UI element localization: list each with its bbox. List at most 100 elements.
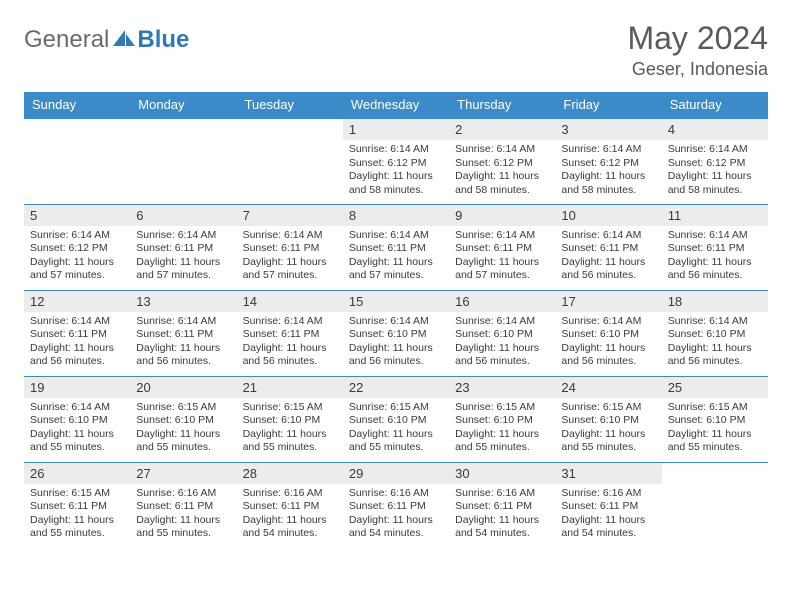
day-number: 2 <box>449 119 555 140</box>
week-row: 5Sunrise: 6:14 AMSunset: 6:12 PMDaylight… <box>24 204 768 290</box>
day-info: Sunrise: 6:15 AMSunset: 6:10 PMDaylight:… <box>555 398 661 460</box>
day-info: Sunrise: 6:14 AMSunset: 6:12 PMDaylight:… <box>662 140 768 202</box>
day-number: 20 <box>130 377 236 398</box>
day-header: Tuesday <box>237 92 343 118</box>
day-cell: 13Sunrise: 6:14 AMSunset: 6:11 PMDayligh… <box>130 290 236 376</box>
day-cell: 14Sunrise: 6:14 AMSunset: 6:11 PMDayligh… <box>237 290 343 376</box>
day-cell: 19Sunrise: 6:14 AMSunset: 6:10 PMDayligh… <box>24 376 130 462</box>
day-number: 24 <box>555 377 661 398</box>
day-number: 25 <box>662 377 768 398</box>
day-info: Sunrise: 6:14 AMSunset: 6:12 PMDaylight:… <box>449 140 555 202</box>
day-number: 28 <box>237 463 343 484</box>
day-info: Sunrise: 6:14 AMSunset: 6:11 PMDaylight:… <box>237 312 343 374</box>
header: General Blue May 2024 Geser, Indonesia <box>24 20 768 80</box>
day-number: 5 <box>24 205 130 226</box>
day-number: 29 <box>343 463 449 484</box>
day-number: 14 <box>237 291 343 312</box>
day-number: 31 <box>555 463 661 484</box>
logo-sail-icon <box>113 28 135 53</box>
day-info: Sunrise: 6:14 AMSunset: 6:11 PMDaylight:… <box>662 226 768 288</box>
day-info: Sunrise: 6:15 AMSunset: 6:10 PMDaylight:… <box>237 398 343 460</box>
day-cell: 29Sunrise: 6:16 AMSunset: 6:11 PMDayligh… <box>343 462 449 548</box>
day-cell: 3Sunrise: 6:14 AMSunset: 6:12 PMDaylight… <box>555 118 661 204</box>
day-cell: 6Sunrise: 6:14 AMSunset: 6:11 PMDaylight… <box>130 204 236 290</box>
day-header: Friday <box>555 92 661 118</box>
day-info: Sunrise: 6:14 AMSunset: 6:10 PMDaylight:… <box>555 312 661 374</box>
day-cell: 9Sunrise: 6:14 AMSunset: 6:11 PMDaylight… <box>449 204 555 290</box>
day-cell <box>24 118 130 204</box>
week-row: 12Sunrise: 6:14 AMSunset: 6:11 PMDayligh… <box>24 290 768 376</box>
day-cell: 5Sunrise: 6:14 AMSunset: 6:12 PMDaylight… <box>24 204 130 290</box>
day-cell: 28Sunrise: 6:16 AMSunset: 6:11 PMDayligh… <box>237 462 343 548</box>
day-header-row: Sunday Monday Tuesday Wednesday Thursday… <box>24 92 768 118</box>
day-number: 10 <box>555 205 661 226</box>
day-cell: 4Sunrise: 6:14 AMSunset: 6:12 PMDaylight… <box>662 118 768 204</box>
day-number: 21 <box>237 377 343 398</box>
logo: General Blue <box>24 20 189 54</box>
day-cell: 18Sunrise: 6:14 AMSunset: 6:10 PMDayligh… <box>662 290 768 376</box>
day-number: 18 <box>662 291 768 312</box>
location: Geser, Indonesia <box>627 59 768 80</box>
day-info: Sunrise: 6:15 AMSunset: 6:10 PMDaylight:… <box>130 398 236 460</box>
day-number: 8 <box>343 205 449 226</box>
day-cell <box>662 462 768 548</box>
day-header: Saturday <box>662 92 768 118</box>
day-cell: 17Sunrise: 6:14 AMSunset: 6:10 PMDayligh… <box>555 290 661 376</box>
day-cell: 21Sunrise: 6:15 AMSunset: 6:10 PMDayligh… <box>237 376 343 462</box>
day-info: Sunrise: 6:14 AMSunset: 6:11 PMDaylight:… <box>130 312 236 374</box>
day-info: Sunrise: 6:15 AMSunset: 6:10 PMDaylight:… <box>662 398 768 460</box>
day-cell: 25Sunrise: 6:15 AMSunset: 6:10 PMDayligh… <box>662 376 768 462</box>
day-number: 23 <box>449 377 555 398</box>
day-info: Sunrise: 6:14 AMSunset: 6:11 PMDaylight:… <box>555 226 661 288</box>
day-cell: 2Sunrise: 6:14 AMSunset: 6:12 PMDaylight… <box>449 118 555 204</box>
day-info: Sunrise: 6:15 AMSunset: 6:10 PMDaylight:… <box>343 398 449 460</box>
day-info: Sunrise: 6:14 AMSunset: 6:11 PMDaylight:… <box>130 226 236 288</box>
day-info: Sunrise: 6:14 AMSunset: 6:12 PMDaylight:… <box>24 226 130 288</box>
day-header: Thursday <box>449 92 555 118</box>
day-cell: 31Sunrise: 6:16 AMSunset: 6:11 PMDayligh… <box>555 462 661 548</box>
day-number: 1 <box>343 119 449 140</box>
day-info: Sunrise: 6:14 AMSunset: 6:12 PMDaylight:… <box>343 140 449 202</box>
day-info: Sunrise: 6:14 AMSunset: 6:11 PMDaylight:… <box>449 226 555 288</box>
day-number: 4 <box>662 119 768 140</box>
day-number: 13 <box>130 291 236 312</box>
day-cell: 16Sunrise: 6:14 AMSunset: 6:10 PMDayligh… <box>449 290 555 376</box>
day-cell: 15Sunrise: 6:14 AMSunset: 6:10 PMDayligh… <box>343 290 449 376</box>
day-cell: 11Sunrise: 6:14 AMSunset: 6:11 PMDayligh… <box>662 204 768 290</box>
day-info: Sunrise: 6:16 AMSunset: 6:11 PMDaylight:… <box>130 484 236 546</box>
day-info: Sunrise: 6:14 AMSunset: 6:10 PMDaylight:… <box>343 312 449 374</box>
day-info: Sunrise: 6:15 AMSunset: 6:11 PMDaylight:… <box>24 484 130 546</box>
day-cell: 30Sunrise: 6:16 AMSunset: 6:11 PMDayligh… <box>449 462 555 548</box>
day-number: 16 <box>449 291 555 312</box>
day-info: Sunrise: 6:14 AMSunset: 6:11 PMDaylight:… <box>24 312 130 374</box>
day-cell: 8Sunrise: 6:14 AMSunset: 6:11 PMDaylight… <box>343 204 449 290</box>
day-info: Sunrise: 6:15 AMSunset: 6:10 PMDaylight:… <box>449 398 555 460</box>
week-row: 19Sunrise: 6:14 AMSunset: 6:10 PMDayligh… <box>24 376 768 462</box>
day-info: Sunrise: 6:14 AMSunset: 6:10 PMDaylight:… <box>662 312 768 374</box>
calendar-table: Sunday Monday Tuesday Wednesday Thursday… <box>24 92 768 548</box>
day-cell <box>237 118 343 204</box>
day-number: 19 <box>24 377 130 398</box>
day-number: 30 <box>449 463 555 484</box>
day-info: Sunrise: 6:14 AMSunset: 6:11 PMDaylight:… <box>237 226 343 288</box>
day-cell: 1Sunrise: 6:14 AMSunset: 6:12 PMDaylight… <box>343 118 449 204</box>
day-header: Monday <box>130 92 236 118</box>
week-row: 1Sunrise: 6:14 AMSunset: 6:12 PMDaylight… <box>24 118 768 204</box>
day-cell: 24Sunrise: 6:15 AMSunset: 6:10 PMDayligh… <box>555 376 661 462</box>
day-number: 11 <box>662 205 768 226</box>
day-info: Sunrise: 6:14 AMSunset: 6:10 PMDaylight:… <box>449 312 555 374</box>
day-number: 6 <box>130 205 236 226</box>
day-info: Sunrise: 6:16 AMSunset: 6:11 PMDaylight:… <box>555 484 661 546</box>
day-number: 22 <box>343 377 449 398</box>
day-cell: 23Sunrise: 6:15 AMSunset: 6:10 PMDayligh… <box>449 376 555 462</box>
day-info: Sunrise: 6:16 AMSunset: 6:11 PMDaylight:… <box>449 484 555 546</box>
calendar-body: 1Sunrise: 6:14 AMSunset: 6:12 PMDaylight… <box>24 118 768 548</box>
day-cell: 7Sunrise: 6:14 AMSunset: 6:11 PMDaylight… <box>237 204 343 290</box>
day-number: 27 <box>130 463 236 484</box>
day-cell: 12Sunrise: 6:14 AMSunset: 6:11 PMDayligh… <box>24 290 130 376</box>
day-cell <box>130 118 236 204</box>
day-header: Wednesday <box>343 92 449 118</box>
day-cell: 20Sunrise: 6:15 AMSunset: 6:10 PMDayligh… <box>130 376 236 462</box>
month-title: May 2024 <box>627 20 768 57</box>
day-cell: 27Sunrise: 6:16 AMSunset: 6:11 PMDayligh… <box>130 462 236 548</box>
